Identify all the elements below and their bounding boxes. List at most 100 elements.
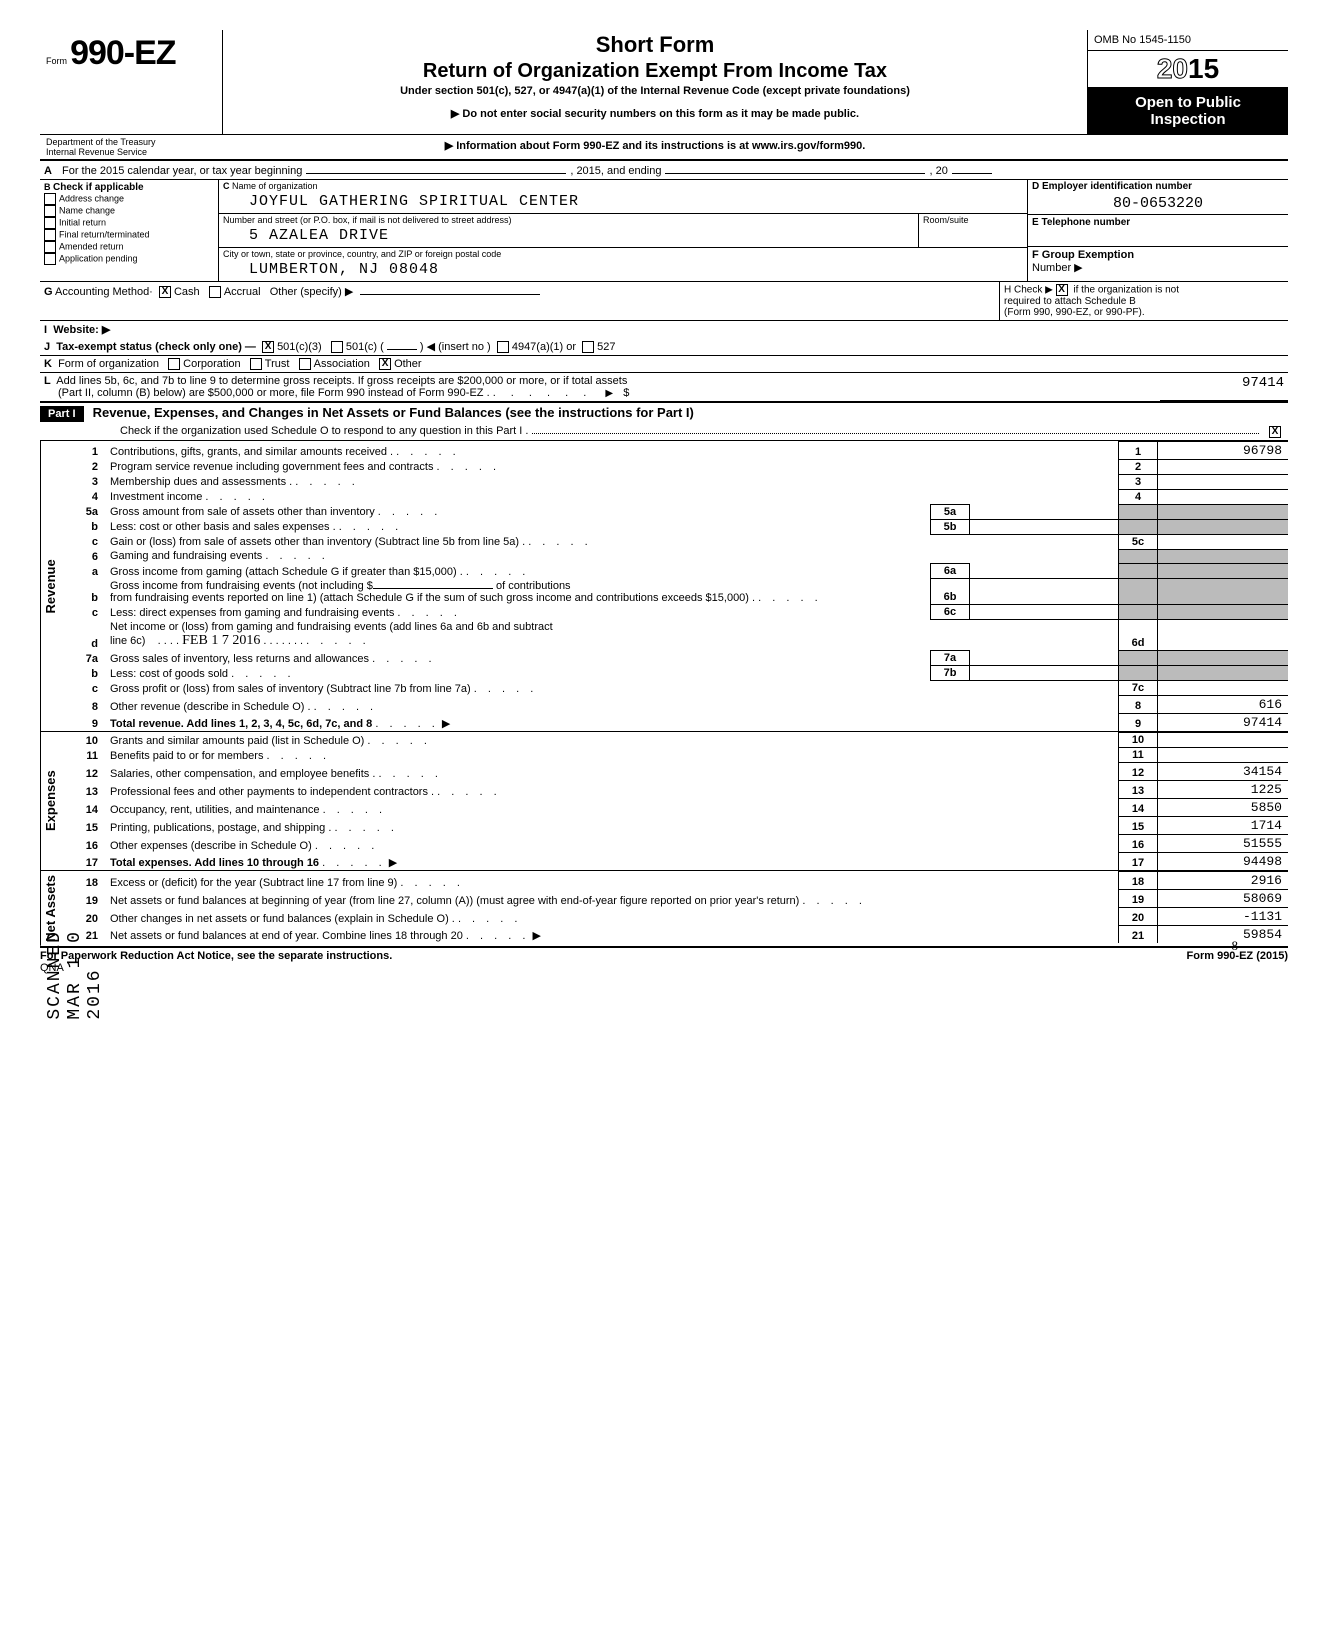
inner-box-val[interactable] <box>970 579 1119 605</box>
shaded-cell <box>1158 651 1289 666</box>
box-val <box>1158 489 1289 504</box>
box-val <box>1158 620 1289 651</box>
tax-year: 2015 <box>1088 51 1288 88</box>
expenses-table: 10Grants and similar amounts paid (list … <box>64 732 1288 870</box>
line-desc: Less: direct expenses from gaming and fu… <box>106 605 931 620</box>
line-a-end: , 20 <box>929 165 947 177</box>
box-num: 8 <box>1119 696 1158 714</box>
table-row: cGain or (loss) from sale of assets othe… <box>64 534 1288 549</box>
chk-trust[interactable] <box>250 358 262 370</box>
part-i-header: Part I Revenue, Expenses, and Changes in… <box>40 401 1288 441</box>
line-desc: Net income or (loss) from gaming and fun… <box>106 620 1119 651</box>
box-num: 21 <box>1119 926 1158 944</box>
line-number: 15 <box>64 817 106 835</box>
label-i: I <box>44 324 47 336</box>
box-val: 616 <box>1158 696 1289 714</box>
line-number: b <box>64 666 106 681</box>
inner-box-val[interactable] <box>970 605 1119 620</box>
line-desc: Printing, publications, postage, and shi… <box>106 817 1119 835</box>
chk-527[interactable] <box>582 341 594 353</box>
chk-schedule-o-part1[interactable] <box>1269 426 1281 438</box>
omb-number: OMB No 1545-1150 <box>1088 30 1288 51</box>
revenue-side-label: Revenue <box>40 441 60 732</box>
inner-box-num: 5b <box>931 519 970 534</box>
inner-box-val[interactable] <box>970 651 1119 666</box>
box-val <box>1158 459 1289 474</box>
chk-501c3[interactable] <box>262 341 274 353</box>
line-desc: Net assets or fund balances at beginning… <box>106 890 1119 908</box>
expenses-section: Expenses 10Grants and similar amounts pa… <box>40 732 1288 871</box>
form-prefix: Form <box>46 56 67 66</box>
table-row: 7aGross sales of inventory, less returns… <box>64 651 1288 666</box>
line-desc: Salaries, other compensation, and employ… <box>106 763 1119 781</box>
chk-501c[interactable] <box>331 341 343 353</box>
line-number: 1 <box>64 441 106 459</box>
line-number: 19 <box>64 890 106 908</box>
line-number: 4 <box>64 489 106 504</box>
box-num: 6d <box>1119 620 1158 651</box>
line-desc: Gross income from fundraising events (no… <box>106 579 931 605</box>
table-row: 13Professional fees and other payments t… <box>64 781 1288 799</box>
chk-pending[interactable] <box>44 253 56 265</box>
footer: For Paperwork Reduction Act Notice, see … <box>40 946 1288 974</box>
year-begin-input[interactable] <box>306 163 566 174</box>
year-end-input[interactable] <box>665 163 925 174</box>
box-num: 15 <box>1119 817 1158 835</box>
inner-box-val[interactable] <box>970 666 1119 681</box>
chk-initial-return[interactable] <box>44 217 56 229</box>
netassets-section: Net Assets 18Excess or (deficit) for the… <box>40 871 1288 946</box>
line-g-h: G Accounting Method· Cash Accrual Other … <box>40 282 1288 321</box>
part-i-title: Revenue, Expenses, and Changes in Net As… <box>87 403 700 422</box>
box-num: 13 <box>1119 781 1158 799</box>
shaded-cell <box>1119 564 1158 579</box>
box-num: 9 <box>1119 714 1158 732</box>
chk-other[interactable] <box>379 358 391 370</box>
dept-row: Department of the Treasury Internal Reve… <box>40 135 1288 161</box>
form-number: 990-EZ <box>70 34 176 72</box>
line-number: 17 <box>64 853 106 871</box>
table-row: dNet income or (loss) from gaming and fu… <box>64 620 1288 651</box>
inner-box-num: 5a <box>931 504 970 519</box>
line-desc: Contributions, gifts, grants, and simila… <box>106 441 1119 459</box>
instr-ssn: ▶ Do not enter social security numbers o… <box>229 107 1081 120</box>
chk-h-no-schedule-b[interactable] <box>1056 284 1068 296</box>
line-a-pre: For the 2015 calendar year, or tax year … <box>62 165 302 177</box>
label-j: J <box>44 341 50 353</box>
line-number: c <box>64 681 106 696</box>
title-short-form: Short Form <box>229 32 1081 58</box>
chk-name-change[interactable] <box>44 205 56 217</box>
line-number: 14 <box>64 799 106 817</box>
box-num: 18 <box>1119 872 1158 890</box>
chk-amended[interactable] <box>44 241 56 253</box>
inner-box-val[interactable] <box>970 519 1119 534</box>
chk-assoc[interactable] <box>299 358 311 370</box>
shaded-cell <box>1158 666 1289 681</box>
chk-address-change[interactable] <box>44 193 56 205</box>
box-val: -1131 <box>1158 908 1289 926</box>
table-row: 15Printing, publications, postage, and s… <box>64 817 1288 835</box>
chk-corp[interactable] <box>168 358 180 370</box>
box-num: 16 <box>1119 835 1158 853</box>
chk-cash[interactable] <box>159 286 171 298</box>
inner-box-val[interactable] <box>970 504 1119 519</box>
chk-4947[interactable] <box>497 341 509 353</box>
header-right: OMB No 1545-1150 2015 Open to Public Ins… <box>1087 30 1288 134</box>
box-val: 94498 <box>1158 853 1289 871</box>
year-end-yy[interactable] <box>952 163 992 174</box>
shaded-cell <box>1119 504 1158 519</box>
shaded-cell <box>1158 605 1289 620</box>
open-to-public: Open to Public Inspection <box>1088 88 1288 134</box>
line-number: 6 <box>64 549 106 564</box>
chk-final-return[interactable] <box>44 229 56 241</box>
line-a: A For the 2015 calendar year, or tax yea… <box>40 161 1288 180</box>
gross-receipts: 97414 <box>1160 373 1288 401</box>
chk-accrual[interactable] <box>209 286 221 298</box>
revenue-section: Revenue 1Contributions, gifts, grants, a… <box>40 441 1288 733</box>
line-desc: Membership dues and assessments . . . . … <box>106 474 1119 489</box>
inner-box-num: 6a <box>931 564 970 579</box>
line-desc: Occupancy, rent, utilities, and maintena… <box>106 799 1119 817</box>
box-num: 4 <box>1119 489 1158 504</box>
inner-box-val[interactable] <box>970 564 1119 579</box>
shaded-cell <box>1119 666 1158 681</box>
line-number: d <box>64 620 106 651</box>
